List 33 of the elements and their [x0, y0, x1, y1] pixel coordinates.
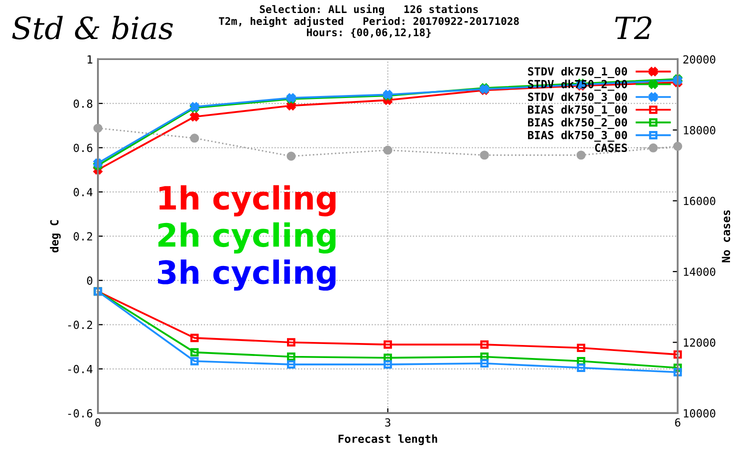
y2-tick-label: 16000: [684, 196, 716, 206]
x-axis-title: Forecast length: [338, 434, 438, 446]
x-tick-label: 0: [95, 418, 101, 427]
legend-label: BIAS dk750_1_00: [528, 105, 628, 116]
y2-tick-label: 20000: [683, 55, 716, 64]
y-tick-label: 0.6: [74, 144, 92, 152]
y2-axis-title: No cases: [722, 210, 730, 262]
legend-label: CASES: [595, 144, 628, 152]
y2-tick-label: 10000: [684, 409, 716, 418]
y-tick-label: 0.2: [74, 232, 92, 241]
legend-label: STDV dk750_1_00: [528, 66, 628, 78]
annotation: 2h cycling: [158, 222, 336, 254]
legend-label: BIAS dk750_2_00: [528, 118, 628, 129]
y-tick-label: 0: [87, 276, 92, 285]
annotation: 3h cycling: [158, 260, 336, 291]
y-tick-label: -0.6: [68, 409, 92, 418]
chart-subtitle: Selection: ALL using 126 stations T2m, height adjusted Period: 20170922-20171028 Hours: {00,06,12,18}: [218, 4, 519, 38]
chart-title: Std & bias: [12, 16, 173, 40]
y-tick-label: -0.4: [68, 364, 92, 374]
y2-tick-label: 14000: [684, 268, 716, 276]
x-tick-label: 6: [675, 418, 680, 427]
y-tick-label: -0.2: [68, 320, 92, 330]
y-tick-label: 1: [88, 55, 92, 64]
y2-tick-label: 18000: [684, 126, 716, 134]
x-tick-label: 3: [385, 418, 390, 427]
y-tick-label: 0.4: [74, 188, 92, 196]
y-axis-title: deg C: [50, 220, 61, 252]
text: T2: [615, 16, 652, 40]
annotation: 1h cycling: [159, 185, 336, 216]
y2-tick-label: 12000: [684, 338, 716, 347]
y-tick-label: 0.8: [74, 99, 92, 108]
legend-label: STDV dk750_3_00: [528, 92, 628, 104]
legend-label: BIAS dk750_3_00: [528, 130, 628, 142]
